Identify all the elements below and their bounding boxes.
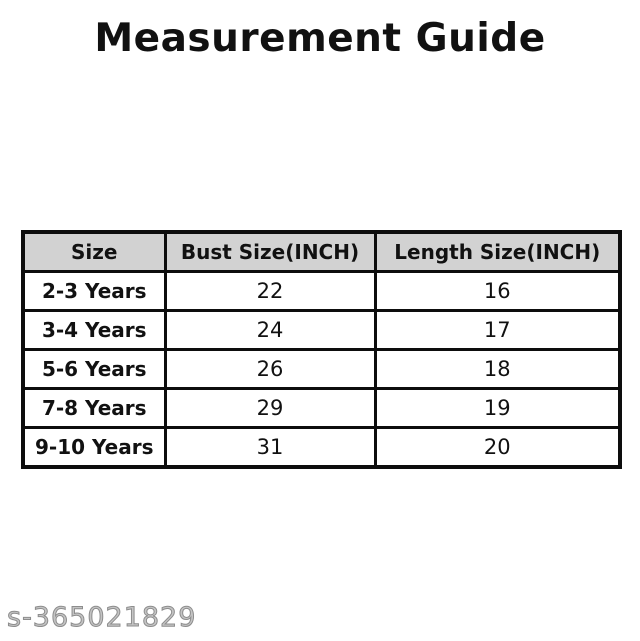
bust-size-value: 24 (163, 309, 377, 351)
table-row: 7-8 Years 29 19 (21, 387, 622, 429)
page-title: Measurement Guide (94, 16, 546, 61)
length-size-value: 17 (373, 309, 622, 351)
bust-size-value: 22 (163, 270, 377, 312)
table-row: 9-10 Years 31 20 (21, 426, 622, 469)
size-label: 9-10 Years (21, 426, 167, 469)
size-label: 5-6 Years (21, 348, 167, 390)
length-size-value: 18 (373, 348, 622, 390)
length-size-value: 20 (373, 426, 622, 469)
column-header-length-size: Length Size(INCH) (373, 230, 622, 273)
size-label: 2-3 Years (21, 270, 167, 312)
bust-size-value: 31 (163, 426, 377, 469)
watermark-text: s-365021829 (6, 602, 197, 634)
size-chart-table: Size Bust Size(INCH) Length Size(INCH) 2… (21, 230, 622, 469)
bust-size-value: 26 (163, 348, 377, 390)
column-header-bust-size: Bust Size(INCH) (163, 230, 377, 273)
table-row: 5-6 Years 26 18 (21, 348, 622, 390)
size-label: 7-8 Years (21, 387, 167, 429)
bust-size-value: 29 (163, 387, 377, 429)
size-label: 3-4 Years (21, 309, 167, 351)
length-size-value: 19 (373, 387, 622, 429)
column-header-size: Size (21, 230, 167, 273)
table-header-row: Size Bust Size(INCH) Length Size(INCH) (21, 230, 622, 273)
table-row: 3-4 Years 24 17 (21, 309, 622, 351)
length-size-value: 16 (373, 270, 622, 312)
table-row: 2-3 Years 22 16 (21, 270, 622, 312)
